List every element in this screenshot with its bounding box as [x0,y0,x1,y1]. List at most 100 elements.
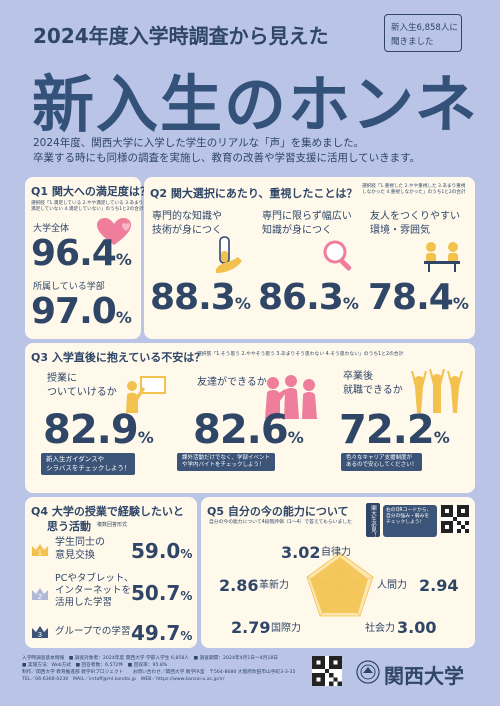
heart-icon [97,218,131,245]
q1-value-all-number: 96.4 [31,233,117,274]
q3-item-1-tip-line-1: 新入生ガイダンスや [46,455,105,463]
qr-callout-line-1: 右のQRコードから、 [386,508,432,513]
q2-note-line-1: 選択肢「1.重視した 2.やや重視した 3.あまり重視 [362,184,466,189]
q5-note: 自分の今の能力について4段階評価（1〜4）で答えてもらいました [209,520,352,525]
q3-note: 選択肢「1.そう思う 2.ややそう思う 3.あまりそう思わない 4.そう思わない… [197,352,404,357]
q5-axis-4-name: 国際力 [271,623,301,634]
q5-radar-chart [306,552,374,617]
q3-item-1-tip-line-2: シラバスをチェックしよう！ [46,464,131,472]
q5-axis-3-name: 社会力 [365,623,395,634]
q2-item-2-label-2: 知識が身につく [262,225,332,236]
q5-axis-5-value: 2.86 [219,576,259,595]
intro-line-1: 2024年度、関西大学に入学した学生のリアルな「声」を集めました。 [33,137,365,149]
teacher-icon [126,376,166,413]
q5-axis-4-value: 2.79 [231,618,271,637]
q4-item-2-unit: % [180,589,193,603]
footer: 入学時調査基本情報 ■ 調査対象者：2024年度 関西大学 学部入学生 6,85… [22,655,322,683]
q5-title: Q5 自分の今の能力について [207,505,349,518]
intro-line-2: 卒業する時にも同様の調査を実施し、教育の改善や学習支援に活用していきます。 [33,152,421,164]
footer-line-4: TEL／06-6368-0230 MAIL／irstaff@ml.kandai.… [22,677,225,682]
q3-item-2-tip: 課外活動だけでなく、学部イベント や学内バイトをチェックしよう！ [177,453,276,471]
q3-item-1-label-1: 授業に [47,373,77,384]
q3-item-3-label-2: 就職できるか [343,385,403,396]
q4-note: 複数回答形式 [97,522,128,528]
friends-icon [265,375,317,419]
q3-item-2-tip-line-2: や学内バイトをチェックしよう！ [182,462,265,468]
rank-3-number: 3 [38,632,42,639]
footer-line-1: 入学時調査基本情報 ■ 調査対象者：2024年度 関西大学 学部入学生 6,85… [22,656,278,661]
q3-item-2-number: 82.6 [193,407,289,453]
q5-axis-2-value: 2.94 [419,576,459,595]
q4-item-1-label-1: 学生同士の [55,537,105,548]
page-title: 新入生のホンネ [32,68,479,141]
header-subtitle: 2024年度入学時調査から見えた [33,24,329,48]
q4-item-3-unit: % [180,629,193,643]
q2-item-3-unit: % [452,294,469,313]
q2-item-2-label-1: 専門に限らず幅広い [262,211,352,222]
footer-line-2: ■ 実施方法：Web方式 ■ 回答者数：6,572件 ■ 回収率：95.8% [22,663,168,668]
q3-item-3-tip-line-1: 色々なキャリア支援制度が [346,455,413,461]
rank-3-crown-icon: 3 [32,626,48,639]
q1-label-all: 大学全体 [33,224,70,234]
magnifier-icon [323,240,352,271]
q4-item-1-label-2: 意見交換 [55,550,95,561]
q3-item-1-unit: % [137,428,154,447]
q2-title: Q2 関大選択にあたり、重視したことは？ [150,187,358,200]
q2-item-3-value: 78.4% [368,277,469,318]
badge-line-1: 新入生6,858人に [391,23,458,33]
q4-item-2-number: 50.7 [131,581,181,605]
q2-item-1-value: 88.3% [150,277,251,318]
rank-1-number: 1 [38,550,42,557]
footer-qr-code[interactable] [312,656,342,686]
q5-side-badge: 関大生必見！ [366,503,380,538]
q3-item-1-label-2: ついていけるか [47,387,117,398]
q1-value-faculty: 97.0% [31,291,132,332]
q5-axis-5-name: 革新力 [259,580,289,591]
q3-item-2-unit: % [287,428,304,447]
q5-axis-1-name: 自律力 [321,547,351,558]
q1-label-faculty: 所属している学部 [33,282,105,292]
test-tube-icon [216,236,242,273]
q3-item-2-value: 82.6% [193,407,304,453]
q2-card: Q2 関大選択にあたり、重視したことは？ 選択肢「1.重視した 2.やや重視した… [144,177,475,339]
q1-title: Q1 関大への満足度は？ [31,185,151,198]
q4-item-1-value: 59.0% [131,539,192,563]
q4-card: Q4 大学の授業で経験したいと 思う活動 複数回答形式 1 学生同士の 意見交換… [25,497,197,648]
q2-item-2-unit: % [342,294,359,313]
q5-axis-1-value: 3.02 [281,543,321,562]
q4-item-2-label-3: 活用した学習 [55,597,113,608]
q4-item-3-value: 49.7% [131,621,192,645]
q4-title-line-1: Q4 大学の授業で経験したいと [31,505,184,518]
q2-item-1-number: 88.3 [150,277,236,318]
respondent-badge: 新入生6,858人に 聞きました [384,14,462,52]
friends-table-icon [424,242,460,272]
radar-data-area [310,557,368,613]
q1-note-line-1: 選択肢「1.満足している 2.やや満足している 3.あまり [31,201,144,206]
university-name: 関西大学 [384,664,464,688]
q5-side-badge-text: 関大生必見！ [370,505,376,538]
q1-value-all: 96.4% [31,233,132,274]
q1-card: Q1 関大への満足度は？ 選択肢「1.満足している 2.やや満足している 3.あ… [25,177,151,339]
q4-item-3-label-1: グループでの学習 [55,626,131,637]
q5-axis-2-name: 人間力 [377,580,407,591]
q4-item-2-label-2: インターネットを [55,585,132,596]
q2-item-2-value: 86.3% [258,277,359,318]
q3-item-2-label-1: 友達ができるか [197,377,267,388]
q3-item-1-value: 82.9% [43,407,154,453]
qr-callout: 右のQRコードから、 自分の強み・弱みを チェックしよう！ [383,505,437,537]
q4-item-2-value: 50.7% [131,581,192,605]
rank-2-number: 2 [38,594,42,601]
q3-item-3-value: 72.2% [339,407,450,453]
badge-line-2: 聞きました [391,37,434,47]
q2-item-3-number: 78.4 [368,277,454,318]
q4-item-3-number: 49.7 [131,621,181,645]
q3-item-1-number: 82.9 [43,407,139,453]
q1-unit-all: % [115,250,132,269]
qr-code[interactable] [441,505,469,533]
q3-item-3-unit: % [433,428,450,447]
q4-item-2-label-1: PCやタブレット、 [55,573,134,584]
rank-1-crown-icon: 1 [32,544,48,557]
q2-item-3-label-2: 環境・雰囲気 [370,225,430,236]
q3-item-3-tip: 色々なキャリア支援制度が あるので安心してください！ [341,453,423,471]
q2-note-line-2: しなかった 4.重視しなかった」のうち1と2の合計 [362,190,466,195]
